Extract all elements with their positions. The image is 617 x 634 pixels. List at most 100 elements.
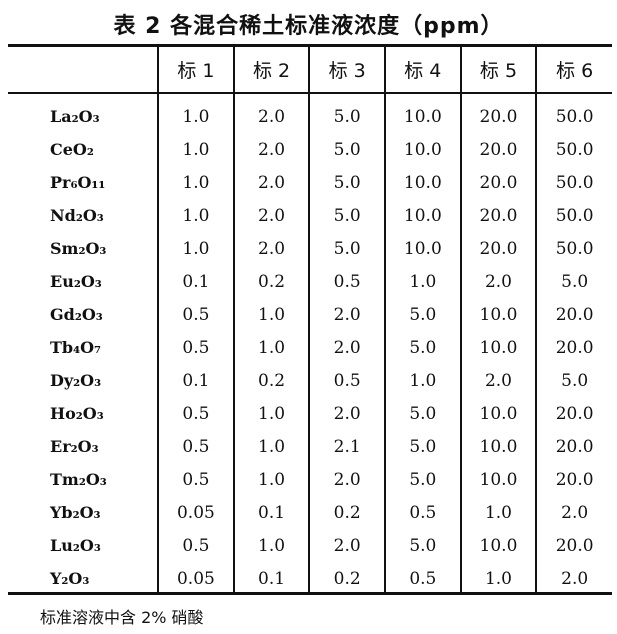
concentration-cell: 5.0 bbox=[535, 265, 612, 298]
concentration-cell: 0.5 bbox=[384, 496, 461, 529]
concentration-cell: 5.0 bbox=[308, 199, 386, 232]
concentration-table: 标 1 标 2 标 3 标 4 标 5 标 6 La₂O₃ 1.0 2.0 5.0 10… bbox=[8, 47, 612, 595]
concentration-cell: 5.0 bbox=[384, 331, 461, 364]
concentration-cell: 1.0 bbox=[157, 232, 234, 265]
concentration-cell: 2.0 bbox=[232, 166, 310, 199]
concentration-cell: 5.0 bbox=[308, 92, 386, 133]
table-body: La₂O₃ 1.0 2.0 5.0 10.0 20.0 50.0 CeO₂ 1.0 2.0 5.0 1… bbox=[8, 92, 612, 595]
concentration-cell: 1.0 bbox=[232, 331, 310, 364]
concentration-cell: 2.0 bbox=[308, 529, 386, 562]
table-row: Tm₂O₃ 0.5 1.0 2.0 5.0 10.0 20.0 bbox=[8, 463, 612, 496]
footnote: 标准溶液中含 2% 硝酸 bbox=[40, 608, 204, 627]
oxide-name: Eu₂O₃ bbox=[50, 272, 102, 291]
concentration-cell: 1.0 bbox=[157, 133, 234, 166]
concentration-cell: 1.0 bbox=[232, 529, 310, 562]
concentration-cell: 10.0 bbox=[384, 92, 461, 133]
table-row: La₂O₃ 1.0 2.0 5.0 10.0 20.0 50.0 bbox=[8, 92, 612, 133]
concentration-cell: 50.0 bbox=[535, 92, 612, 133]
concentration-cell: 0.1 bbox=[157, 265, 234, 298]
concentration-cell: 5.0 bbox=[308, 166, 386, 199]
concentration-cell: 2.0 bbox=[232, 133, 310, 166]
concentration-cell: 5.0 bbox=[535, 364, 612, 397]
concentration-cell: 20.0 bbox=[535, 463, 612, 496]
concentration-cell: 0.1 bbox=[232, 562, 310, 595]
concentration-cell: 20.0 bbox=[535, 397, 612, 430]
concentration-cell: 0.2 bbox=[308, 496, 386, 529]
concentration-cell: 50.0 bbox=[535, 133, 612, 166]
oxide-name: Dy₂O₃ bbox=[50, 371, 102, 390]
concentration-cell: 5.0 bbox=[384, 463, 461, 496]
concentration-cell: 20.0 bbox=[459, 232, 537, 265]
concentration-cell: 1.0 bbox=[232, 397, 310, 430]
concentration-cell: 0.5 bbox=[157, 430, 234, 463]
concentration-cell: 0.05 bbox=[157, 496, 234, 529]
concentration-cell: 2.0 bbox=[459, 265, 537, 298]
table-row: Y₂O₃ 0.05 0.1 0.2 0.5 1.0 2.0 bbox=[8, 562, 612, 595]
concentration-cell: 10.0 bbox=[459, 298, 537, 331]
header-row: 标 1 标 2 标 3 标 4 标 5 标 6 bbox=[8, 47, 612, 92]
concentration-cell: 20.0 bbox=[459, 133, 537, 166]
concentration-cell: 50.0 bbox=[535, 232, 612, 265]
concentration-cell: 10.0 bbox=[384, 166, 461, 199]
table-row: Eu₂O₃ 0.1 0.2 0.5 1.0 2.0 5.0 bbox=[8, 265, 612, 298]
table-row: CeO₂ 1.0 2.0 5.0 10.0 20.0 50.0 bbox=[8, 133, 612, 166]
column-header-std-3: 标 3 bbox=[308, 47, 386, 92]
oxide-name: Sm₂O₃ bbox=[50, 239, 107, 258]
concentration-cell: 10.0 bbox=[459, 397, 537, 430]
concentration-cell: 10.0 bbox=[384, 199, 461, 232]
concentration-cell: 0.5 bbox=[308, 265, 386, 298]
concentration-cell: 0.5 bbox=[157, 397, 234, 430]
concentration-cell: 2.0 bbox=[535, 496, 612, 529]
concentration-cell: 2.0 bbox=[308, 463, 386, 496]
concentration-cell: 2.0 bbox=[308, 397, 386, 430]
oxide-name: Gd₂O₃ bbox=[50, 305, 103, 324]
column-header-std-2: 标 2 bbox=[232, 47, 310, 92]
table-row: Sm₂O₃ 1.0 2.0 5.0 10.0 20.0 50.0 bbox=[8, 232, 612, 265]
concentration-cell: 0.5 bbox=[157, 331, 234, 364]
table-row: Gd₂O₃ 0.5 1.0 2.0 5.0 10.0 20.0 bbox=[8, 298, 612, 331]
table-row: Pr₆O₁₁ 1.0 2.0 5.0 10.0 20.0 50.0 bbox=[8, 166, 612, 199]
table-row: Yb₂O₃ 0.05 0.1 0.2 0.5 1.0 2.0 bbox=[8, 496, 612, 529]
oxide-name: Tm₂O₃ bbox=[50, 470, 107, 489]
concentration-cell: 50.0 bbox=[535, 199, 612, 232]
table-title: 表 2 各混合稀土标准液浓度（ppm） bbox=[113, 14, 504, 39]
concentration-cell: 0.2 bbox=[308, 562, 386, 595]
concentration-cell: 2.0 bbox=[308, 331, 386, 364]
oxide-name: CeO₂ bbox=[50, 140, 94, 159]
concentration-cell: 0.5 bbox=[157, 463, 234, 496]
concentration-cell: 1.0 bbox=[232, 463, 310, 496]
oxide-name: Lu₂O₃ bbox=[50, 536, 101, 555]
table-row: Er₂O₃ 0.5 1.0 2.1 5.0 10.0 20.0 bbox=[8, 430, 612, 463]
concentration-cell: 5.0 bbox=[384, 298, 461, 331]
concentration-cell: 0.1 bbox=[157, 364, 234, 397]
table-row: Lu₂O₃ 0.5 1.0 2.0 5.0 10.0 20.0 bbox=[8, 529, 612, 562]
oxide-name: Tb₄O₇ bbox=[50, 338, 102, 357]
column-header-blank bbox=[8, 47, 158, 92]
concentration-cell: 2.0 bbox=[232, 199, 310, 232]
concentration-cell: 50.0 bbox=[535, 166, 612, 199]
concentration-cell: 1.0 bbox=[232, 430, 310, 463]
concentration-cell: 1.0 bbox=[157, 92, 234, 133]
concentration-cell: 1.0 bbox=[157, 199, 234, 232]
concentration-cell: 0.2 bbox=[232, 364, 310, 397]
concentration-cell: 2.0 bbox=[535, 562, 612, 595]
concentration-cell: 5.0 bbox=[384, 430, 461, 463]
concentration-cell: 2.0 bbox=[232, 232, 310, 265]
table-row: Dy₂O₃ 0.1 0.2 0.5 1.0 2.0 5.0 bbox=[8, 364, 612, 397]
concentration-cell: 20.0 bbox=[459, 166, 537, 199]
concentration-cell: 10.0 bbox=[459, 463, 537, 496]
concentration-cell: 1.0 bbox=[384, 364, 461, 397]
oxide-name: Ho₂O₃ bbox=[50, 404, 104, 423]
concentration-cell: 10.0 bbox=[459, 331, 537, 364]
column-header-std-1: 标 1 bbox=[157, 47, 234, 92]
table-row: Tb₄O₇ 0.5 1.0 2.0 5.0 10.0 20.0 bbox=[8, 331, 612, 364]
concentration-cell: 20.0 bbox=[535, 331, 612, 364]
concentration-cell: 0.05 bbox=[157, 562, 234, 595]
concentration-cell: 20.0 bbox=[535, 298, 612, 331]
concentration-cell: 1.0 bbox=[459, 562, 537, 595]
oxide-name: Y₂O₃ bbox=[50, 569, 90, 588]
concentration-cell: 1.0 bbox=[384, 265, 461, 298]
concentration-cell: 0.5 bbox=[308, 364, 386, 397]
concentration-cell: 5.0 bbox=[308, 133, 386, 166]
oxide-name: La₂O₃ bbox=[50, 107, 100, 126]
